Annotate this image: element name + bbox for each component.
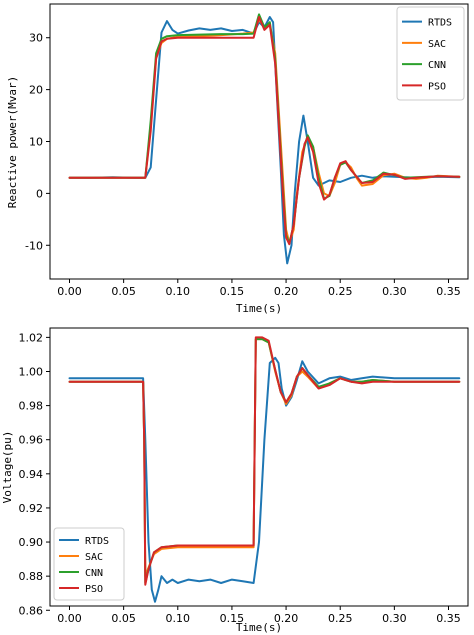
- x-tick-label: 0.15: [220, 285, 245, 298]
- x-tick-label: 0.10: [166, 285, 191, 298]
- series-layer: [68, 13, 461, 265]
- legend: RTDS SAC CNN PSO: [396, 6, 465, 101]
- voltage-chart: 0.00 0.05 0.10 0.15 0.20 0.25 0.30 0.35 0.86 0.88…: [1, 327, 469, 634]
- y-tick-label: 0.86: [19, 604, 44, 617]
- y-tick-label: 0: [36, 187, 43, 200]
- x-tick-label: 0.00: [57, 285, 82, 298]
- y-tick-label: 0.98: [19, 400, 44, 413]
- y-tick-label: 1.02: [19, 331, 44, 344]
- y-tick-label: 0.88: [19, 570, 44, 583]
- legend-label-pso: PSO: [85, 584, 103, 595]
- y-tick-label: 0.92: [19, 502, 44, 515]
- legend-label-sac: SAC: [428, 39, 446, 50]
- x-tick-label: 0.20: [274, 612, 299, 625]
- series-layer: [68, 336, 461, 603]
- series-line-cnn: [68, 338, 461, 584]
- x-tick-label: 0.25: [328, 285, 353, 298]
- x-tick-label: 0.30: [382, 285, 407, 298]
- y-axis-label: Reactive power(Mvar): [6, 76, 19, 208]
- legend-label-cnn: CNN: [428, 60, 446, 71]
- series-line-pso: [68, 336, 461, 586]
- x-tick-label: 0.35: [436, 285, 461, 298]
- x-tick-label: 0.05: [111, 612, 136, 625]
- y-tick-label: 20: [29, 84, 43, 97]
- y-tick-label: 0.94: [19, 468, 44, 481]
- x-tick-label: 0.00: [57, 612, 82, 625]
- y-tick-label: 0.96: [19, 434, 44, 447]
- legend-label-sac: SAC: [85, 552, 103, 563]
- series-line-rtds: [68, 16, 461, 265]
- y-tick-label: 0.90: [19, 536, 44, 549]
- x-tick-label: 0.05: [111, 285, 136, 298]
- x-axis-label: Time(s): [236, 302, 282, 315]
- y-tick-label: 30: [29, 32, 43, 45]
- x-tick-label: 0.15: [220, 612, 245, 625]
- legend-label-pso: PSO: [428, 81, 446, 92]
- reactive-power-chart: 0.00 0.05 0.10 0.15 0.20 0.25 0.30 0.35 -10 0 10 20…: [6, 3, 469, 315]
- plot-frame: [49, 327, 469, 607]
- legend-frame: [53, 527, 125, 601]
- x-tick-label: 0.10: [166, 612, 191, 625]
- x-axis-label: Time(s): [236, 621, 282, 634]
- y-tick-label: 1.00: [19, 365, 44, 378]
- legend: RTDS SAC CNN PSO: [53, 527, 125, 601]
- legend-label-rtds: RTDS: [428, 18, 452, 29]
- legend-label-rtds: RTDS: [85, 536, 109, 547]
- x-tick-label: 0.30: [382, 612, 407, 625]
- y-tick-label: 10: [29, 136, 43, 149]
- x-tick-label: 0.20: [274, 285, 299, 298]
- ticks: 0.00 0.05 0.10 0.15 0.20 0.25 0.30 0.35 0.86 0.88…: [19, 331, 461, 625]
- ticks: 0.00 0.05 0.10 0.15 0.20 0.25 0.30 0.35 -10 0 10 20…: [25, 32, 461, 298]
- x-tick-label: 0.25: [328, 612, 353, 625]
- legend-label-cnn: CNN: [85, 568, 103, 579]
- y-axis-label: Voltage(pu): [1, 431, 14, 504]
- x-tick-label: 0.35: [436, 612, 461, 625]
- y-tick-label: -10: [25, 239, 43, 252]
- series-line-rtds: [68, 356, 461, 603]
- series-line-pso: [68, 16, 461, 246]
- legend-frame: [396, 6, 465, 101]
